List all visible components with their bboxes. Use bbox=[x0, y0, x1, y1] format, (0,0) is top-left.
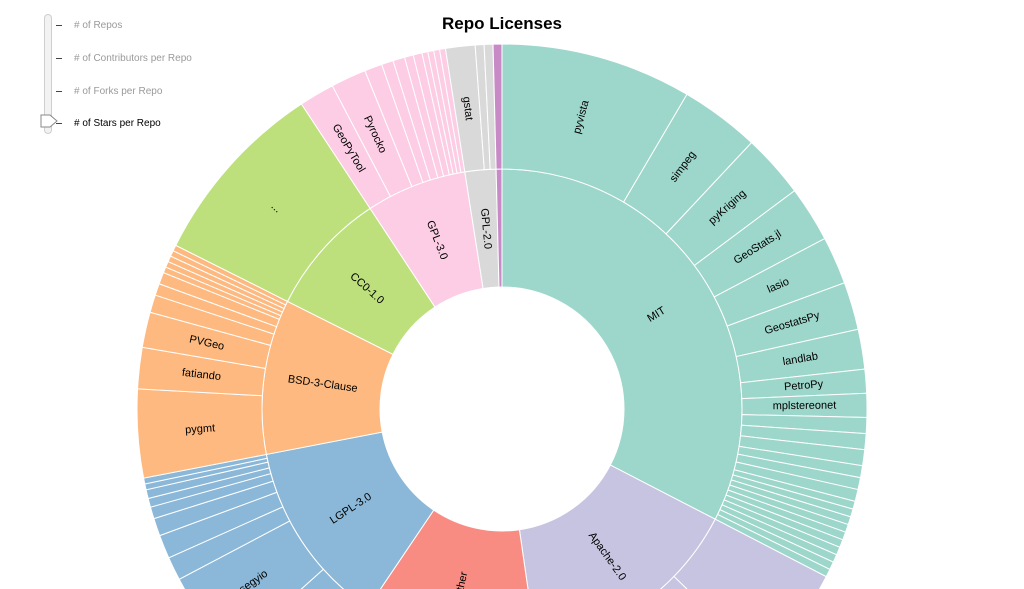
repo-label: fatiando bbox=[181, 367, 221, 383]
slider-track[interactable] bbox=[44, 14, 52, 134]
chart-title: Repo Licenses bbox=[442, 14, 562, 33]
repo-label: pygmt bbox=[185, 422, 216, 436]
tick-mark bbox=[56, 90, 62, 92]
metric-option-repos[interactable]: # of Repos bbox=[56, 20, 122, 31]
metric-option-label: # of Stars per Repo bbox=[74, 118, 161, 129]
slider-thumb[interactable] bbox=[40, 114, 58, 128]
repo-arc[interactable] bbox=[230, 568, 367, 589]
tick-mark bbox=[56, 24, 62, 26]
repo-label: PetroPy bbox=[784, 378, 824, 393]
metric-option-contributors[interactable]: # of Contributors per Repo bbox=[56, 53, 192, 64]
metric-option-stars[interactable]: # of Stars per Repo bbox=[56, 118, 161, 129]
license-label: Other bbox=[453, 570, 471, 589]
license-label: GPL-2.0 bbox=[478, 208, 494, 250]
repo-label: landlab bbox=[782, 350, 819, 368]
metric-option-label: # of Contributors per Repo bbox=[74, 53, 192, 64]
repo-label: mplstereonet bbox=[773, 400, 837, 413]
repo-label: gstat bbox=[460, 96, 475, 121]
repo-arc[interactable] bbox=[575, 575, 764, 589]
metric-option-label: # of Repos bbox=[74, 20, 123, 31]
metric-option-label: # of Forks per Repo bbox=[74, 86, 163, 97]
tick-mark bbox=[56, 122, 62, 124]
tick-mark bbox=[56, 57, 62, 59]
repo-arc[interactable] bbox=[492, 43, 503, 170]
metric-option-forks[interactable]: # of Forks per Repo bbox=[56, 86, 162, 97]
license-arc[interactable] bbox=[368, 509, 537, 589]
repo-arc[interactable] bbox=[673, 518, 827, 589]
metric-selector[interactable]: # of Repos # of Contributors per Repo # … bbox=[40, 10, 240, 140]
